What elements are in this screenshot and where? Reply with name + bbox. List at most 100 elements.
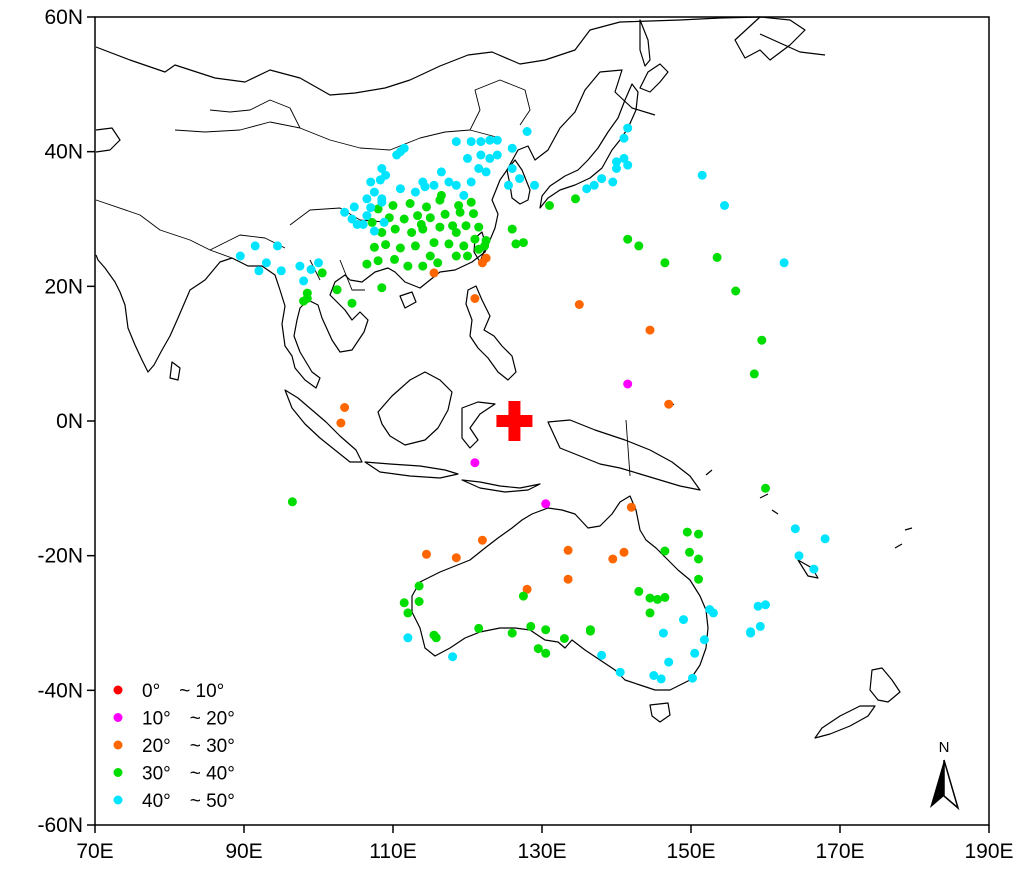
data-point: [708, 608, 718, 618]
data-point: [336, 418, 346, 428]
data-point: [399, 143, 409, 153]
data-point: [518, 591, 528, 601]
data-point: [522, 127, 532, 136]
data-point: [362, 194, 372, 204]
data-point: [306, 265, 316, 274]
data-point: [377, 164, 387, 173]
data-point: [392, 150, 402, 160]
data-point: [340, 403, 350, 412]
data-point: [470, 294, 480, 303]
data-point: [433, 258, 443, 268]
data-point: [597, 174, 607, 184]
data-point: [399, 214, 409, 224]
data-point: [235, 251, 245, 261]
north-arrow-right: [943, 759, 960, 811]
data-point: [395, 184, 405, 194]
data-point: [563, 545, 573, 555]
data-point: [809, 564, 819, 574]
data-point: [366, 177, 376, 187]
data-point: [405, 199, 415, 208]
data-point: [619, 153, 629, 163]
data-point: [615, 667, 625, 677]
data-point: [511, 239, 521, 249]
data-point: [414, 597, 424, 606]
japan-coastline: [539, 63, 669, 209]
data-point: [541, 648, 551, 658]
data-point: [261, 258, 271, 268]
data-point: [470, 458, 480, 468]
data-point: [429, 238, 439, 248]
borneo-coastline: [377, 371, 453, 446]
data-point: [314, 258, 323, 268]
data-point: [518, 238, 528, 248]
data-point: [522, 584, 532, 594]
data-point: [619, 133, 629, 143]
data-point: [481, 167, 491, 177]
data-point: [634, 586, 644, 596]
north-arrow-left: [930, 760, 944, 808]
data-point: [563, 574, 573, 584]
data-point: [436, 167, 446, 177]
data-point: [660, 592, 670, 602]
data-point: [634, 241, 644, 251]
data-point: [545, 201, 554, 210]
data-point: [507, 628, 517, 638]
legend-label: 0° ~ 10°: [142, 681, 224, 702]
data-point: [403, 608, 413, 618]
korea-coastline: [506, 159, 531, 205]
data-point: [362, 259, 372, 269]
data-point: [407, 228, 417, 237]
data-point: [418, 261, 428, 271]
sumatra-coastline: [284, 389, 363, 463]
data-point: [448, 652, 458, 662]
australia-coastline: [411, 495, 709, 691]
legend-label: 40° ~ 50°: [142, 791, 235, 812]
data-point: [694, 574, 703, 584]
data-point: [373, 256, 383, 266]
data-point: [619, 547, 629, 557]
newcaledonia-coastline: [797, 559, 819, 579]
data-point: [645, 593, 655, 603]
data-point: [660, 546, 670, 556]
center-cross-marker: [496, 401, 533, 441]
data-point: [429, 268, 439, 278]
data-point: [761, 483, 770, 493]
data-point: [541, 499, 551, 509]
data-point: [658, 628, 668, 638]
x-tick-label: 90E: [225, 840, 262, 863]
data-point: [679, 615, 688, 625]
data-point: [413, 211, 423, 221]
north-arrow: N: [930, 739, 960, 811]
data-point: [295, 261, 305, 271]
data-point: [448, 221, 458, 231]
data-point: [459, 241, 469, 251]
data-point: [347, 298, 357, 308]
data-point: [332, 285, 342, 295]
data-point: [492, 150, 502, 160]
data-point: [597, 650, 607, 660]
data-point: [418, 177, 428, 187]
data-point: [623, 160, 633, 170]
data-point: [749, 369, 759, 379]
data-point: [608, 177, 618, 187]
data-point: [779, 258, 789, 268]
data-point: [366, 203, 376, 213]
border-lines: [95, 79, 631, 477]
data-point: [746, 628, 756, 638]
data-point: [377, 228, 387, 237]
data-point: [451, 251, 461, 261]
data-point: [533, 644, 543, 654]
data-point: [250, 241, 260, 251]
data-point: [414, 581, 424, 591]
axis-ticks: [87, 16, 990, 833]
data-point: [481, 236, 491, 245]
data-point: [515, 174, 525, 184]
data-point: [410, 187, 420, 197]
data-point: [390, 254, 399, 264]
data-point: [373, 204, 383, 214]
data-point: [504, 180, 513, 190]
data-point: [273, 241, 282, 251]
kamchatka-coastline: [734, 16, 806, 61]
data-point: [688, 673, 697, 683]
data-point: [761, 600, 770, 610]
